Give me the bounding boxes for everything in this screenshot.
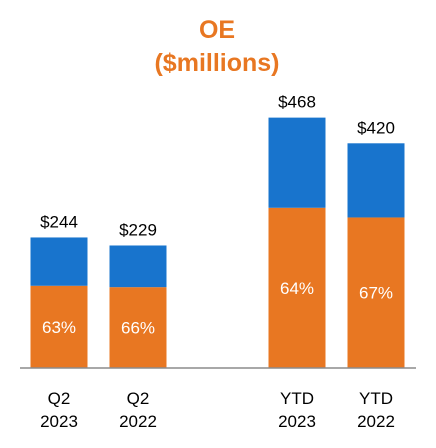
category-label-3-line2: 2023 <box>278 412 316 431</box>
total-label-2: $229 <box>119 220 157 239</box>
category-label-1-line1: Q2 <box>48 389 71 408</box>
category-label-2-line1: Q2 <box>127 389 150 408</box>
bar-segment-orange-4 <box>347 217 405 368</box>
total-label-1: $244 <box>40 212 78 231</box>
bar-segment-blue-4 <box>347 143 405 218</box>
bar-segment-orange-3 <box>268 207 326 368</box>
labels-layer: $244 Q2 2023 $229 Q2 2022 $468 YTD 2023 $420 YTD 20… <box>40 93 395 431</box>
bars-layer: 63% 66% 64% 67% <box>30 117 405 368</box>
chart-title-line2: ($millions) <box>154 49 279 77</box>
percent-label-1: 63% <box>42 318 76 337</box>
percent-label-2: 66% <box>121 319 155 338</box>
bar-segment-blue-3 <box>268 117 326 208</box>
bar-segment-orange-1 <box>30 285 88 368</box>
bar-segment-blue-1 <box>30 237 88 286</box>
category-label-4-line2: 2022 <box>357 412 395 431</box>
total-label-3: $468 <box>278 93 316 112</box>
category-label-4-line1: YTD <box>359 389 393 408</box>
category-label-2-line2: 2022 <box>119 412 157 431</box>
category-label-3-line1: YTD <box>280 389 314 408</box>
percent-label-3: 64% <box>280 279 314 298</box>
bar-segment-orange-2 <box>109 287 167 368</box>
category-label-1-line2: 2023 <box>40 412 78 431</box>
chart-title-line1: OE <box>199 16 235 44</box>
bar-segment-blue-2 <box>109 245 167 288</box>
percent-label-4: 67% <box>359 284 393 303</box>
total-label-4: $420 <box>357 118 395 137</box>
